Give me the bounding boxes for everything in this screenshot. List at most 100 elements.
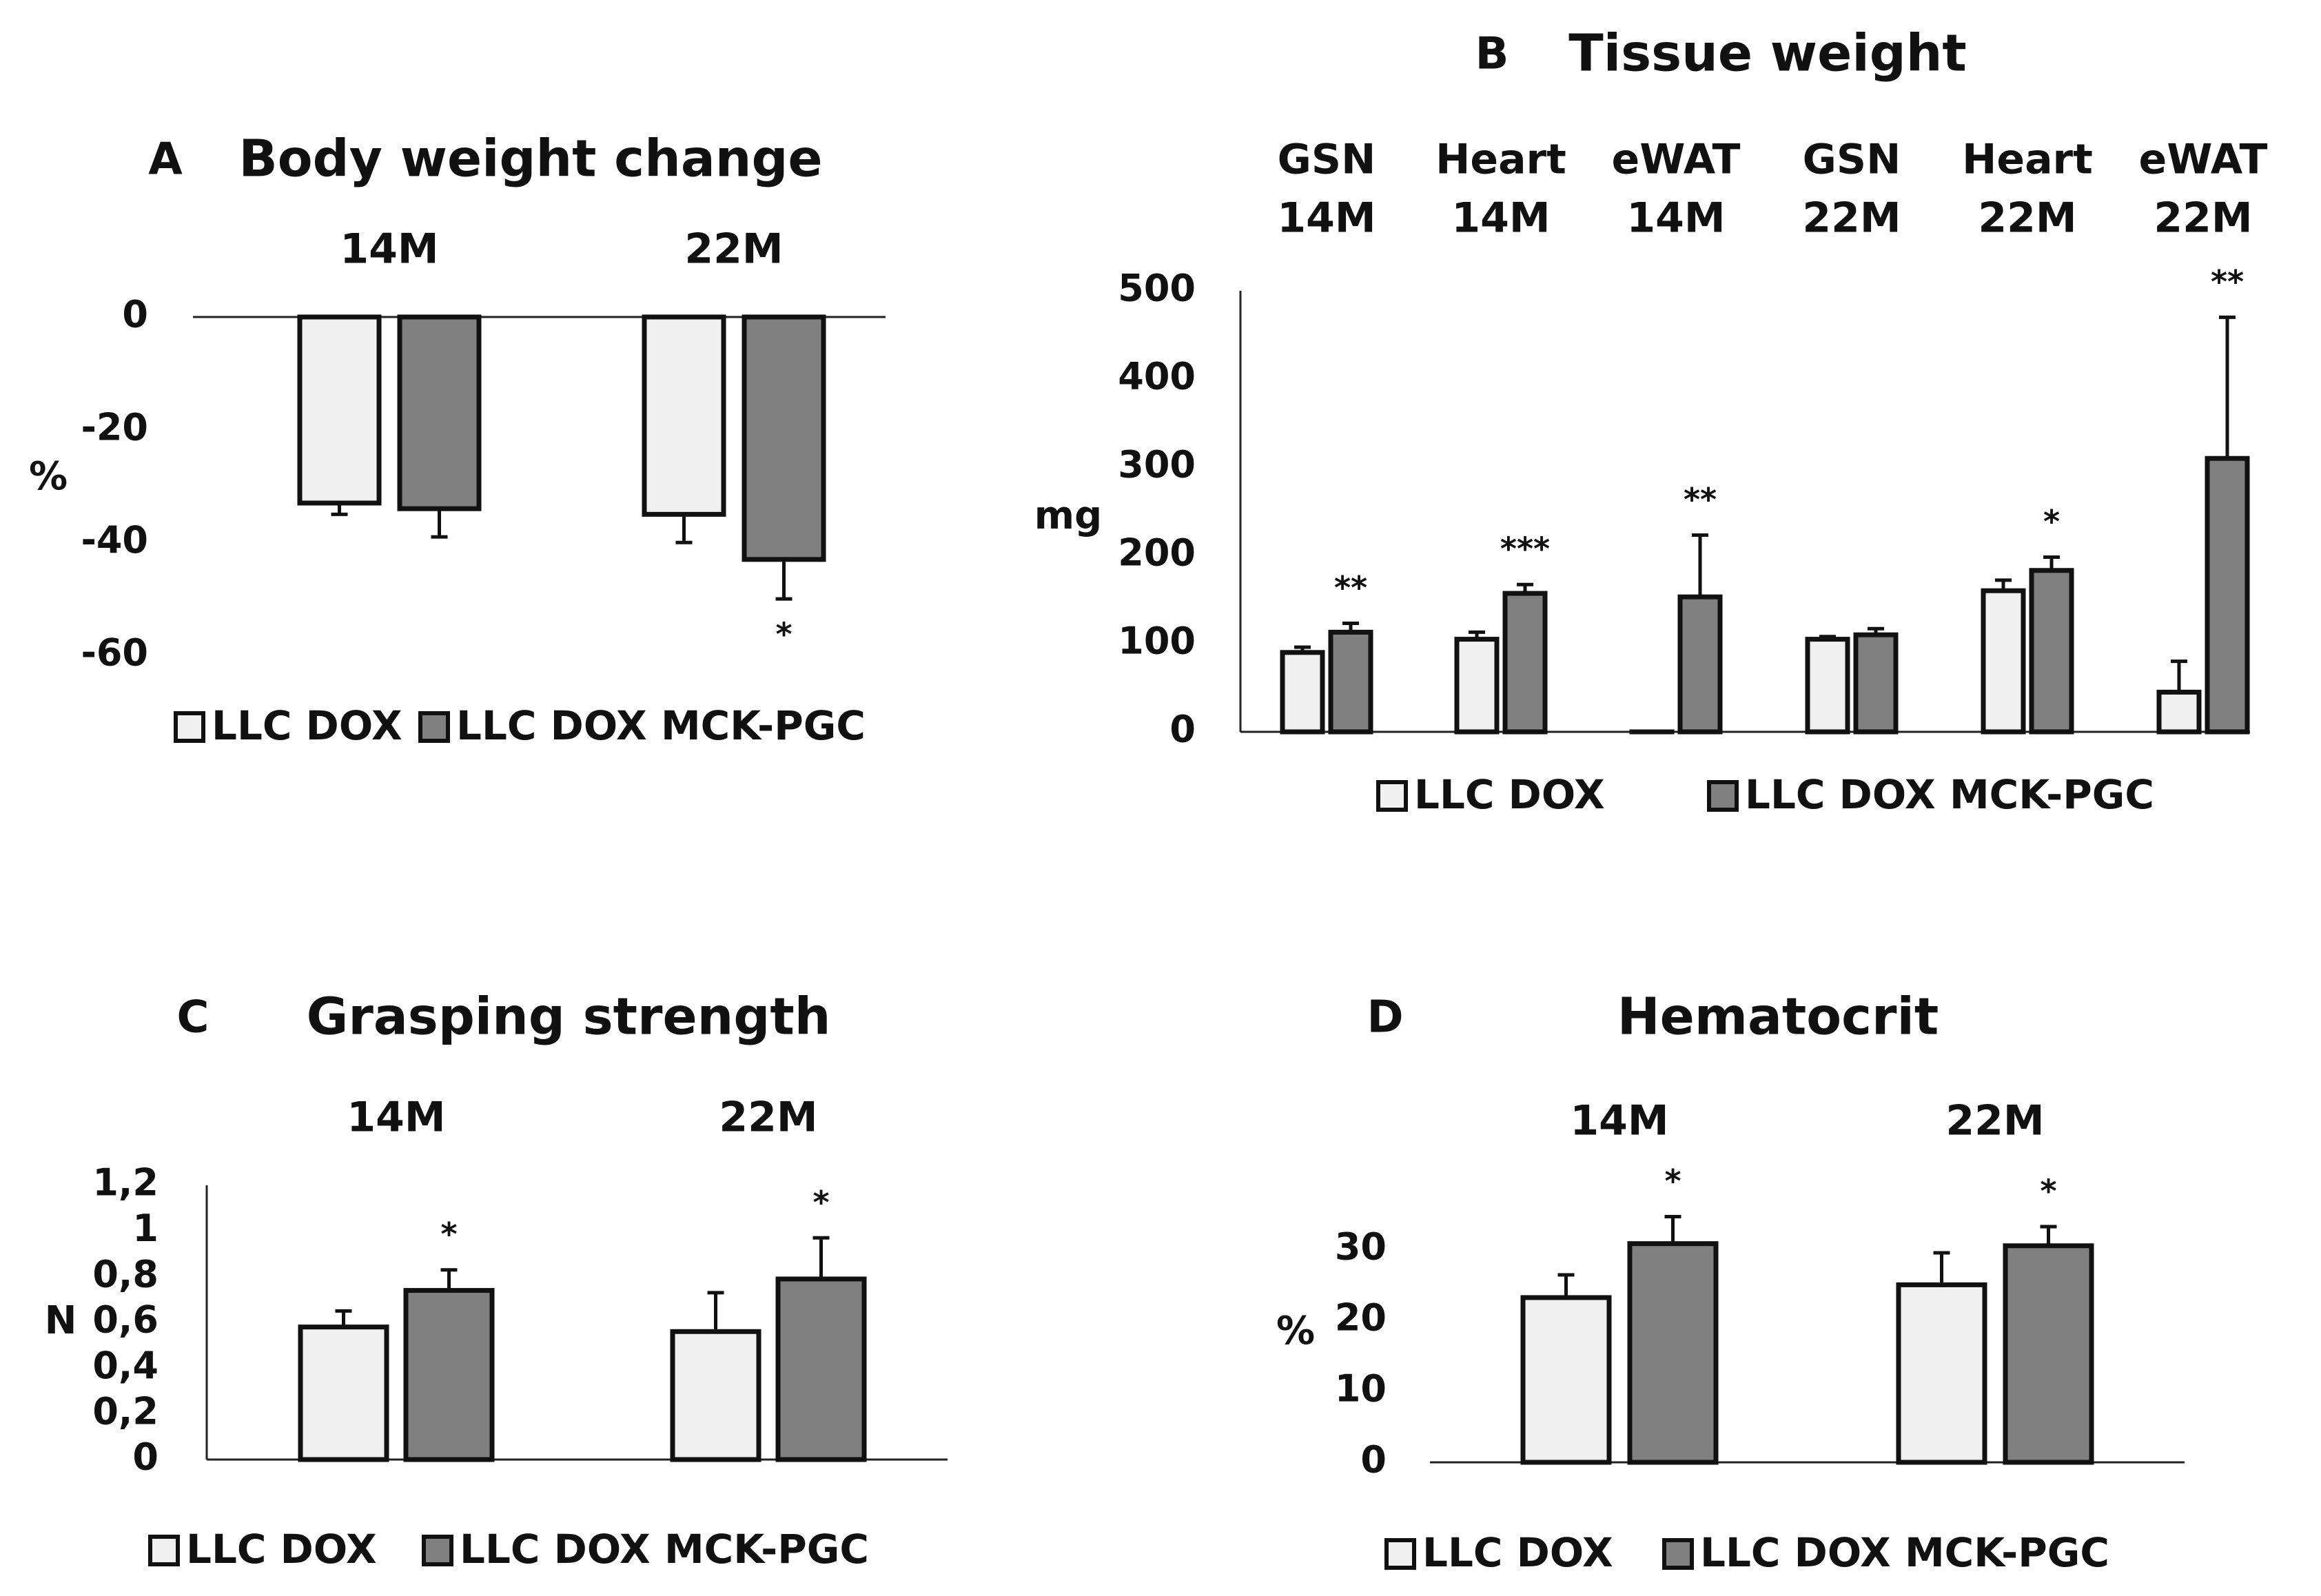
y-tick-label: -40 bbox=[81, 518, 148, 562]
panel-letter: A bbox=[148, 134, 183, 185]
legend-swatch bbox=[1662, 1538, 1694, 1570]
legend-label: LLC DOX bbox=[212, 702, 402, 749]
category-label: 22M bbox=[1802, 194, 1901, 243]
y-tick-label: 0,4 bbox=[92, 1344, 159, 1387]
bar bbox=[297, 314, 382, 506]
category-label: 14M bbox=[1451, 194, 1550, 243]
y-tick-label: 20 bbox=[1335, 1296, 1387, 1340]
legend-swatch bbox=[174, 711, 205, 743]
legend-label: LLC DOX bbox=[186, 1526, 377, 1573]
bar bbox=[1454, 637, 1500, 735]
y-tick-label: 1 bbox=[132, 1207, 159, 1250]
significance-marker: * bbox=[812, 1184, 829, 1221]
category-label: eWAT bbox=[2139, 136, 2268, 184]
y-axis-label: % bbox=[1276, 1309, 1315, 1353]
y-tick-label: 1,2 bbox=[92, 1161, 159, 1205]
category-label: 22M bbox=[2154, 194, 2252, 243]
bar bbox=[2029, 568, 2074, 735]
chart-title: Tissue weight bbox=[1568, 24, 1967, 83]
bar bbox=[670, 1329, 761, 1462]
y-tick-label: 0 bbox=[132, 1435, 159, 1479]
bar bbox=[1627, 1241, 1719, 1465]
panel-b: B Tissue weight 0 100 200 300 400 500 mg GSN 14M He… bbox=[1034, 24, 2268, 819]
category-label: 14M bbox=[347, 1094, 445, 1142]
category-label: Heart bbox=[1435, 136, 1566, 184]
y-axis-label: N bbox=[45, 1298, 77, 1343]
y-tick-label: 10 bbox=[1335, 1367, 1387, 1411]
chart-title: Hematocrit bbox=[1617, 988, 1939, 1047]
panel-c: C Grasping strength 00,20,40,60,811,2 N 14M 2… bbox=[45, 988, 948, 1573]
bar bbox=[1805, 637, 1850, 735]
category-label: 14M bbox=[1277, 194, 1376, 243]
legend-label: LLC DOX bbox=[1422, 1529, 1613, 1576]
legend-label: LLC DOX MCK-PGC bbox=[1700, 1529, 2109, 1576]
y-axis-label: mg bbox=[1034, 493, 1102, 538]
bar bbox=[742, 314, 826, 562]
y-tick-label: 0,8 bbox=[92, 1252, 159, 1296]
y-tick-label: 0 bbox=[1169, 708, 1196, 751]
category-label: 14M bbox=[1570, 1097, 1668, 1145]
legend-swatch bbox=[1376, 780, 1408, 812]
y-tick-label: 400 bbox=[1118, 355, 1196, 398]
y-tick-label: -60 bbox=[81, 631, 148, 675]
bar bbox=[298, 1324, 389, 1462]
category-label: 22M bbox=[1945, 1097, 2044, 1145]
significance-marker: ** bbox=[1684, 481, 1717, 518]
y-tick-label: 0 bbox=[1360, 1438, 1387, 1482]
panel-a: A Body weight change 0 -20 -40 -60% 14M 22M * LLC… bbox=[29, 130, 886, 749]
bar bbox=[1280, 650, 1325, 735]
significance-marker: * bbox=[2043, 503, 2060, 540]
legend-label: LLC DOX MCK-PGC bbox=[460, 1526, 869, 1573]
legend-swatch bbox=[1384, 1538, 1416, 1570]
bar bbox=[1677, 594, 1723, 735]
significance-marker: ** bbox=[1334, 569, 1367, 606]
y-tick-label: 500 bbox=[1118, 267, 1196, 310]
bar bbox=[642, 314, 726, 517]
bar bbox=[403, 1288, 495, 1462]
legend-label: LLC DOX bbox=[1414, 771, 1605, 818]
panel-letter: C bbox=[177, 992, 209, 1043]
y-tick-label: 0,6 bbox=[92, 1298, 159, 1342]
bar bbox=[1328, 629, 1373, 735]
significance-marker: * bbox=[440, 1216, 457, 1253]
significance-marker: * bbox=[2040, 1172, 2056, 1209]
category-label: 14M bbox=[1626, 194, 1725, 243]
bar bbox=[1896, 1282, 1987, 1465]
legend-swatch bbox=[418, 711, 450, 743]
y-axis-label: % bbox=[29, 454, 68, 499]
category-label: GSN bbox=[1803, 136, 1901, 184]
legend-label: LLC DOX MCK-PGC bbox=[1745, 771, 2154, 818]
y-tick-label: 300 bbox=[1118, 443, 1196, 487]
category-label: Heart bbox=[1962, 136, 2093, 184]
legend-swatch bbox=[148, 1535, 180, 1566]
legend-swatch bbox=[1707, 780, 1739, 812]
y-tick-label: 100 bbox=[1118, 620, 1196, 663]
category-label: 22M bbox=[1978, 194, 2076, 243]
chart-title: Grasping strength bbox=[307, 988, 831, 1047]
category-label: 22M bbox=[719, 1094, 817, 1142]
category-label: GSN bbox=[1278, 136, 1376, 184]
bar bbox=[1502, 591, 1548, 735]
significance-marker: ** bbox=[2211, 263, 2244, 300]
significance-marker: * bbox=[775, 616, 792, 653]
panel-letter: B bbox=[1475, 29, 1509, 80]
bar bbox=[2156, 689, 2202, 735]
bar bbox=[397, 314, 482, 511]
y-tick-label: -20 bbox=[81, 405, 148, 449]
category-label: 14M bbox=[340, 225, 438, 274]
significance-marker: *** bbox=[1500, 531, 1550, 568]
y-tick-label: 30 bbox=[1335, 1225, 1387, 1269]
bar bbox=[775, 1276, 867, 1462]
category-label: 22M bbox=[684, 225, 783, 274]
significance-marker: * bbox=[1664, 1163, 1681, 1200]
bar bbox=[2205, 456, 2250, 735]
bar bbox=[1853, 632, 1899, 735]
y-tick-label: 200 bbox=[1118, 531, 1196, 575]
bar bbox=[1520, 1295, 1612, 1465]
legend-swatch bbox=[422, 1535, 453, 1566]
chart-title: Body weight change bbox=[238, 130, 822, 189]
category-label: eWAT bbox=[1612, 136, 1741, 184]
bar bbox=[1981, 588, 2026, 735]
bar bbox=[2003, 1243, 2094, 1465]
